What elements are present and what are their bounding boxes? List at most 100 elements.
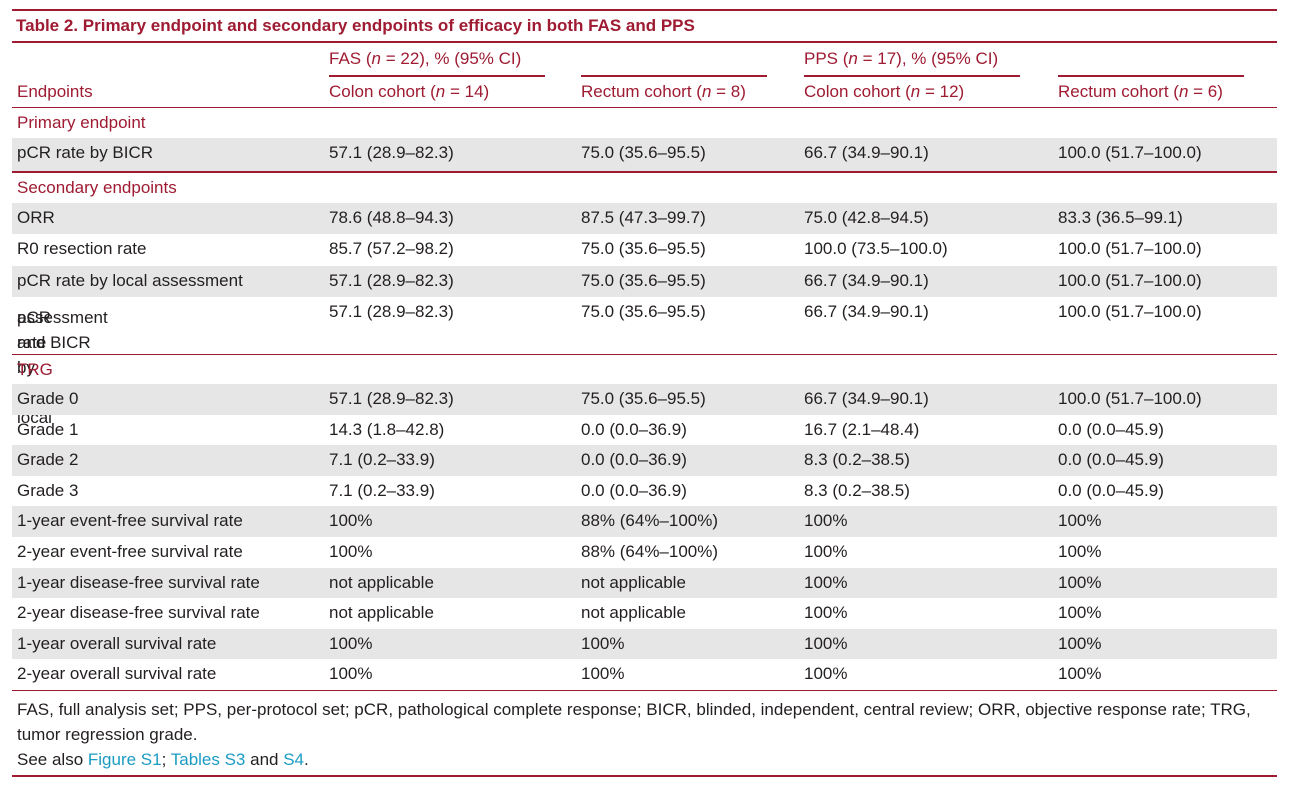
cell-pps-rectum: 100.0 (51.7–100.0) <box>1058 270 1202 290</box>
table-header: FAS (n = 22), % (95% CI) PPS (n = 17), %… <box>12 43 1277 108</box>
row-label: 2-year overall survival rate <box>17 664 217 683</box>
cell-fas-colon: 100% <box>329 664 373 683</box>
table-row: 1-year disease-free survival rate not ap… <box>12 568 1277 598</box>
cell-pps-colon: 66.7 (34.9–90.1) <box>804 301 929 321</box>
section-trg: TRG <box>12 355 1277 384</box>
cell-fas-colon: not applicable <box>329 603 434 622</box>
section-title: TRG <box>17 360 53 379</box>
table-row: Grade 3 7.1 (0.2–33.9) 0.0 (0.0–36.9) 8.… <box>12 476 1277 506</box>
table-row: pCR rate by local assessment 57.1 (28.9–… <box>12 265 1277 297</box>
table-row: Grade 1 14.3 (1.8–42.8) 0.0 (0.0–36.9) 1… <box>12 415 1277 445</box>
cell-fas-rectum: 75.0 (35.6–95.5) <box>581 389 706 408</box>
cell-pps-colon: 100% <box>804 511 848 530</box>
section-primary-endpoint: Primary endpoint <box>12 108 1277 138</box>
cell-pps-colon: 16.7 (2.1–48.4) <box>804 420 920 439</box>
group-rule-fas <box>329 75 545 77</box>
top-rule <box>12 9 1277 11</box>
cell-fas-colon: 57.1 (28.9–82.3) <box>329 143 454 162</box>
cell-pps-rectum: 100.0 (51.7–100.0) <box>1058 238 1202 258</box>
cell-pps-rectum: 0.0 (0.0–45.9) <box>1058 450 1164 469</box>
cell-pps-colon: 100% <box>804 573 848 592</box>
section-title: Primary endpoint <box>17 113 146 132</box>
row-label: 1-year overall survival rate <box>17 634 217 653</box>
subgroup-rule-fas-rectum <box>581 75 767 77</box>
table-footnote: FAS, full analysis set; PPS, per-protoco… <box>12 690 1277 772</box>
table-row: ORR 78.6 (48.8–94.3) 87.5 (47.3–99.7) 75… <box>12 202 1277 234</box>
row-label: R0 resection rate <box>17 238 147 258</box>
col-header-endpoints: Endpoints <box>17 82 93 101</box>
cell-pps-colon: 66.7 (34.9–90.1) <box>804 270 929 290</box>
section-secondary-endpoints: Secondary endpoints <box>12 173 1277 203</box>
cell-pps-rectum: 100% <box>1058 634 1102 653</box>
cell-pps-rectum: 100.0 (51.7–100.0) <box>1058 389 1202 408</box>
cell-pps-colon: 66.7 (34.9–90.1) <box>804 143 929 162</box>
bottom-rule <box>12 775 1277 777</box>
row-label: 1-year event-free survival rate <box>17 511 243 530</box>
cell-pps-rectum: 83.3 (36.5–99.1) <box>1058 207 1183 227</box>
cell-fas-rectum: 87.5 (47.3–99.7) <box>581 207 706 227</box>
table-row: 2-year disease-free survival rate not ap… <box>12 598 1277 629</box>
col-header-fas-colon: Colon cohort (n = 14) <box>329 82 490 101</box>
tables-s3-link[interactable]: Tables S3 <box>170 750 246 769</box>
cell-fas-colon: 100% <box>329 634 373 653</box>
section-rule <box>12 171 1277 173</box>
row-label: pCR rate by local assessment <box>17 270 243 290</box>
group-rule-pps <box>804 75 1020 77</box>
section-rule <box>12 353 1277 355</box>
row-label: 2-year event-free survival rate <box>17 542 243 561</box>
col-header-pps-rectum: Rectum cohort (n = 6) <box>1058 82 1223 101</box>
cell-fas-rectum: 75.0 (35.6–95.5) <box>581 143 706 162</box>
table-row: 1-year event-free survival rate 100% 88%… <box>12 506 1277 537</box>
cell-pps-rectum: 100.0 (51.7–100.0) <box>1058 301 1202 321</box>
cell-pps-colon: 66.7 (34.9–90.1) <box>804 389 929 408</box>
group-header-fas: FAS (n = 22), % (95% CI) <box>329 49 522 68</box>
cell-pps-rectum: 100% <box>1058 664 1102 683</box>
s4-link[interactable]: S4 <box>283 750 305 769</box>
section-title: Secondary endpoints <box>17 177 177 197</box>
cell-fas-colon: 100% <box>329 511 373 530</box>
cell-pps-colon: 75.0 (42.8–94.5) <box>804 207 929 227</box>
cell-pps-colon: 100.0 (73.5–100.0) <box>804 238 948 258</box>
cell-pps-colon: 8.3 (0.2–38.5) <box>804 481 910 500</box>
cell-fas-colon: 7.1 (0.2–33.9) <box>329 450 435 469</box>
cell-pps-rectum: 100% <box>1058 603 1102 622</box>
cell-fas-rectum: 0.0 (0.0–36.9) <box>581 450 687 469</box>
cell-pps-rectum: 100% <box>1058 573 1102 592</box>
cell-fas-rectum: 0.0 (0.0–36.9) <box>581 481 687 500</box>
cell-fas-rectum: not applicable <box>581 573 686 592</box>
cell-fas-rectum: 0.0 (0.0–36.9) <box>581 420 687 439</box>
cell-fas-colon: 78.6 (48.8–94.3) <box>329 207 454 227</box>
cell-fas-rectum: 75.0 (35.6–95.5) <box>581 270 706 290</box>
cell-pps-rectum: 100% <box>1058 542 1102 561</box>
row-label: ORR <box>17 207 55 227</box>
cell-pps-rectum: 100% <box>1058 511 1102 530</box>
cell-pps-colon: 8.3 (0.2–38.5) <box>804 450 910 469</box>
cell-pps-colon: 100% <box>804 603 848 622</box>
cell-pps-colon: 100% <box>804 634 848 653</box>
cell-fas-rectum: not applicable <box>581 603 686 622</box>
col-header-fas-rectum: Rectum cohort (n = 8) <box>581 82 746 101</box>
cell-fas-colon: 100% <box>329 542 373 561</box>
subgroup-rule-pps-rectum <box>1058 75 1244 77</box>
table-row: 1-year overall survival rate 100% 100% 1… <box>12 629 1277 659</box>
cell-pps-rectum: 100.0 (51.7–100.0) <box>1058 143 1202 162</box>
cell-fas-colon: 14.3 (1.8–42.8) <box>329 420 445 439</box>
cell-fas-rectum: 75.0 (35.6–95.5) <box>581 238 706 258</box>
cell-pps-colon: 100% <box>804 664 848 683</box>
table-container: Table 2. Primary endpoint and secondary … <box>12 9 1277 772</box>
cell-fas-colon: not applicable <box>329 573 434 592</box>
row-label: 2-year disease-free survival rate <box>17 603 260 622</box>
col-header-pps-colon: Colon cohort (n = 12) <box>804 82 965 101</box>
cell-pps-colon: 100% <box>804 542 848 561</box>
cell-fas-colon: 57.1 (28.9–82.3) <box>329 270 454 290</box>
table-row: 2-year event-free survival rate 100% 88%… <box>12 537 1277 568</box>
cell-fas-rectum: 100% <box>581 664 625 683</box>
cell-fas-colon: 57.1 (28.9–82.3) <box>329 301 454 321</box>
cell-fas-colon: 85.7 (57.2–98.2) <box>329 238 454 258</box>
cell-fas-rectum: 75.0 (35.6–95.5) <box>581 301 706 321</box>
cell-fas-colon: 7.1 (0.2–33.9) <box>329 481 435 500</box>
row-label: Grade 3 <box>17 481 79 500</box>
cell-fas-rectum: 88% (64%–100%) <box>581 511 719 530</box>
figure-s1-link[interactable]: Figure S1 <box>87 750 162 769</box>
